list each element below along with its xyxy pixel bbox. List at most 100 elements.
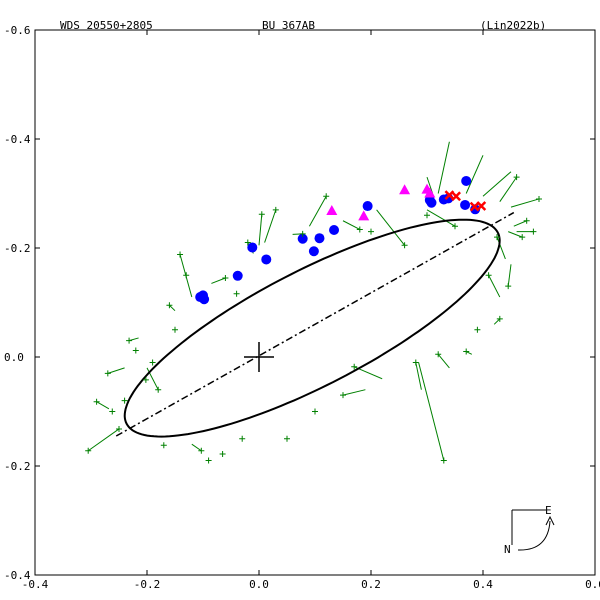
observation-circle — [199, 294, 210, 305]
observation-plus — [132, 347, 139, 354]
observation-plus — [474, 326, 481, 333]
observation-plus — [519, 234, 526, 241]
observation-plus — [149, 359, 156, 366]
observation-plus — [440, 457, 447, 464]
x-tick-label: -0.4 — [22, 578, 49, 591]
observation-circle — [232, 270, 243, 281]
observation-triangle — [358, 210, 370, 221]
observation-plus — [494, 234, 500, 241]
orbit-ellipse — [123, 218, 501, 438]
residual-line — [510, 198, 540, 208]
axis-ticks: -0.4 -0.2 0.0 0.2 0.4 0.6 -0.6 -0.4 -0.2 0.0 -0.2 -… — [4, 24, 600, 591]
observation-points — [85, 174, 542, 464]
compass: E N — [504, 504, 555, 556]
observation-plus — [121, 397, 128, 404]
x-tick-label: -0.2 — [134, 578, 161, 591]
residual-line — [211, 277, 226, 284]
observation-plus — [109, 408, 116, 415]
plot-frame — [34, 29, 596, 576]
observation-plus — [126, 337, 133, 344]
line-of-nodes — [115, 211, 515, 437]
residual-line — [342, 220, 361, 230]
observation-plus — [452, 223, 458, 230]
observation-plus — [299, 230, 306, 237]
residual-line — [415, 362, 422, 390]
y-tick-label: -0.2 — [4, 460, 31, 473]
observation-cross — [451, 191, 462, 202]
residual-line — [488, 275, 501, 298]
residual-line — [191, 443, 202, 452]
observation-circle — [314, 233, 325, 244]
residual-line — [107, 367, 125, 374]
observation-plus — [323, 193, 330, 200]
observation-plus — [496, 315, 503, 322]
observation-plus — [183, 272, 190, 279]
residual-line — [376, 209, 405, 246]
observation-plus — [463, 348, 470, 355]
observation-plus — [340, 392, 346, 399]
observation-plus — [116, 425, 122, 432]
x-tick-label: 0.2 — [361, 578, 381, 591]
residual-line — [426, 176, 434, 194]
residual-line — [146, 367, 159, 390]
observation-circle — [461, 175, 472, 186]
observation-plus — [523, 217, 530, 224]
observation-cross — [476, 201, 487, 211]
residual-line — [308, 195, 327, 227]
observation-circle — [247, 242, 258, 253]
residual-line — [437, 353, 450, 369]
observation-circle — [426, 197, 437, 208]
y-tick-label: -0.2 — [4, 242, 31, 255]
compass-north-label: N — [504, 543, 511, 556]
header-discoverer: BU 367AB — [262, 19, 315, 32]
compass-east-label: E — [545, 504, 552, 517]
observation-plus — [530, 228, 537, 235]
observation-plus — [435, 351, 442, 358]
residual-line — [96, 401, 110, 410]
observation-plus — [205, 457, 212, 464]
observation-circle — [297, 233, 308, 244]
orbit-ellipse-group — [115, 211, 515, 438]
residual-line — [508, 231, 523, 238]
observation-plus — [368, 228, 374, 235]
observation-triangle — [424, 187, 436, 198]
observation-circle — [460, 199, 471, 210]
observation-triangle — [399, 184, 411, 195]
header-reference: (Lin2022b) — [480, 19, 546, 32]
observation-plus — [160, 442, 167, 449]
observation-plus — [239, 435, 246, 442]
observation-circle — [362, 201, 373, 212]
primary-star-cross — [244, 342, 274, 372]
residual-line — [482, 171, 512, 197]
residual-line — [496, 236, 506, 260]
observation-circle — [329, 225, 340, 236]
observation-plus — [412, 359, 419, 366]
residual-line — [418, 362, 445, 461]
primary-star-marker — [244, 342, 274, 372]
residual-line — [507, 264, 512, 287]
x-tick-label: 0.4 — [473, 578, 493, 591]
observation-plus — [233, 290, 240, 297]
observation-plus — [244, 239, 251, 246]
observation-plus — [219, 451, 226, 458]
header-wds: WDS 20550+2805 — [60, 19, 153, 32]
observation-plus — [536, 195, 542, 202]
residual-line — [169, 304, 176, 312]
observation-plus — [424, 212, 430, 219]
compass-arrow — [517, 520, 551, 551]
residual-line — [87, 428, 120, 452]
observation-plus — [104, 370, 111, 377]
compass-axes — [511, 509, 546, 545]
y-tick-label: 0.0 — [4, 351, 24, 364]
observation-circle — [308, 246, 319, 257]
observation-plus — [284, 435, 290, 442]
observation-plus — [166, 302, 173, 309]
residual-line — [342, 389, 366, 396]
observation-triangle — [326, 204, 338, 215]
residual-line — [499, 176, 518, 202]
residual-line — [465, 155, 484, 194]
observation-plus — [513, 174, 520, 181]
observation-plus — [401, 242, 408, 249]
observation-plus — [351, 363, 358, 370]
